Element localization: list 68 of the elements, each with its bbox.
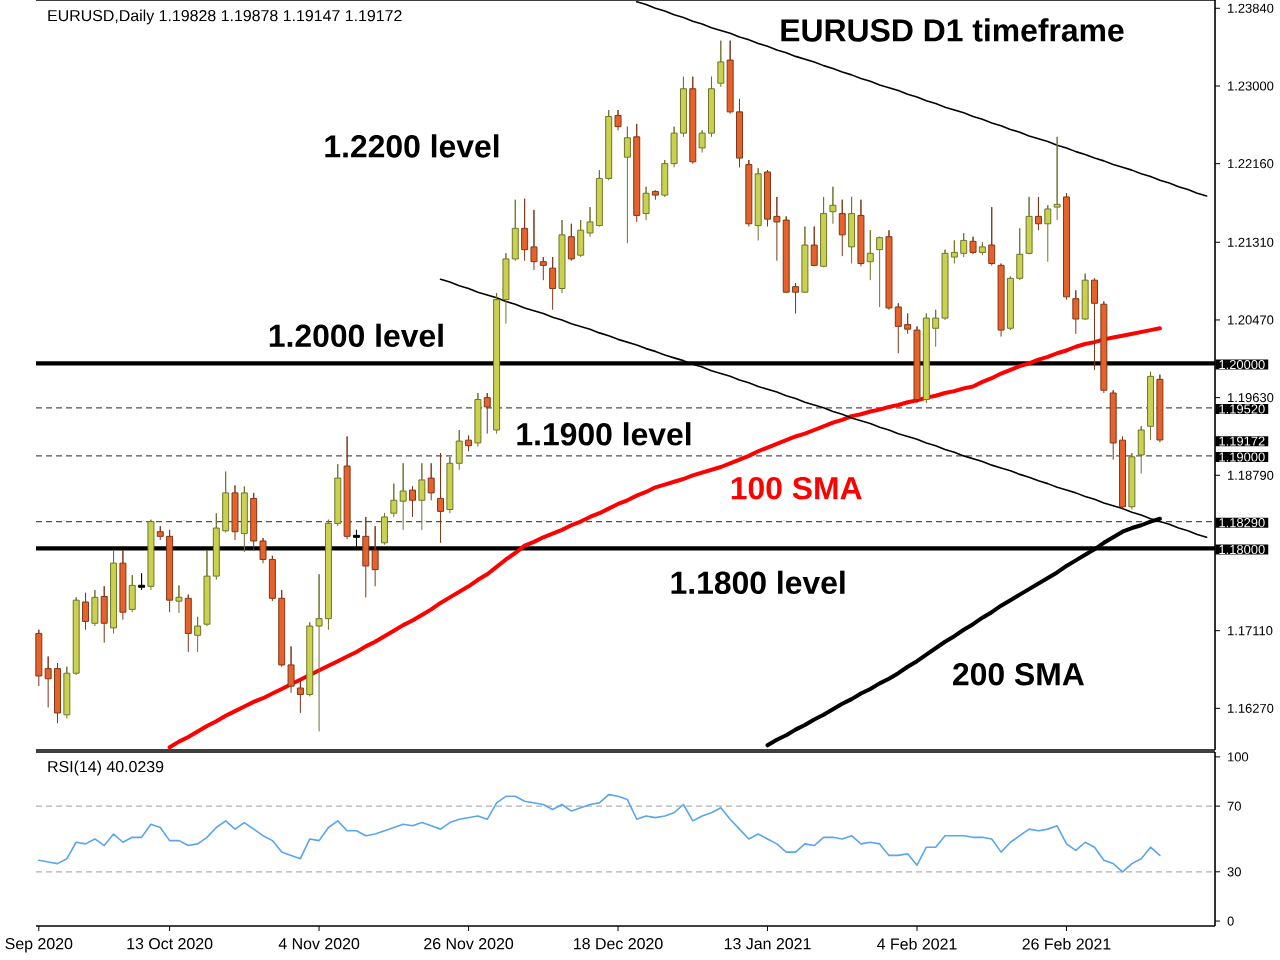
candlestick: [91, 589, 99, 627]
candlestick: [549, 256, 557, 311]
candlestick: [689, 76, 697, 165]
candlestick: [810, 226, 818, 267]
candlestick: [119, 549, 127, 621]
candlestick: [381, 512, 388, 546]
candlestick: [558, 219, 566, 294]
candlestick: [138, 572, 146, 591]
candlestick: [642, 186, 650, 221]
annotation: 1.2000 level: [269, 323, 443, 348]
candlestick: [147, 519, 155, 591]
candlestick: [1137, 425, 1145, 474]
candlestick: [1072, 289, 1080, 335]
candlestick: [876, 236, 884, 308]
candlestick: [296, 679, 304, 714]
candlestick: [997, 263, 1005, 338]
candlestick: [1128, 452, 1136, 511]
candlestick: [1025, 196, 1033, 255]
candlestick: [409, 485, 416, 518]
candlestick: [848, 196, 856, 265]
chart-title: EURUSD D1 timeframe: [781, 18, 1124, 42]
candlestick: [745, 159, 753, 228]
candlestick: [100, 585, 108, 644]
annotation: 1.1900 level: [517, 422, 691, 446]
candlestick: [1147, 371, 1155, 441]
candlestick: [82, 592, 90, 631]
candlestick: [128, 574, 136, 613]
candlestick: [465, 435, 473, 452]
candlestick: [1034, 196, 1042, 231]
candlestick: [717, 40, 725, 88]
candlestick: [474, 392, 482, 448]
candlestick: [623, 126, 631, 244]
annotation: 1.2200 level: [325, 134, 499, 158]
candlestick: [754, 167, 762, 241]
candlestick: [866, 229, 874, 281]
candlestick: [184, 594, 192, 653]
candlestick: [231, 484, 239, 541]
candlestick: [969, 236, 977, 255]
candlestick: [1062, 192, 1070, 301]
candlestick: [343, 435, 351, 540]
candlestick: [240, 485, 248, 553]
candlestick: [829, 186, 837, 225]
candlestick: [633, 123, 641, 223]
candlestick: [978, 241, 986, 256]
candlestick: [1044, 204, 1052, 263]
candlestick: [110, 549, 118, 634]
candlestick: [801, 226, 809, 294]
annotation: 1.1800 level: [671, 570, 845, 595]
candlestick: [567, 223, 575, 262]
candlestick: [1156, 374, 1164, 443]
candlestick: [1091, 277, 1098, 371]
candlestick: [651, 189, 659, 201]
candlestick: [194, 616, 202, 653]
candlestick: [1081, 273, 1089, 321]
candlestick: [483, 392, 491, 435]
candlestick: [614, 109, 622, 131]
candlestick: [175, 584, 183, 614]
candlestick: [1100, 300, 1108, 394]
candlestick: [820, 196, 828, 268]
candlestick: [1053, 136, 1061, 221]
series-label: 100 SMA: [731, 476, 862, 500]
candlestick: [988, 206, 996, 266]
candlestick: [437, 452, 445, 544]
candlestick: [857, 199, 865, 267]
series-label: 200 SMA: [953, 662, 1084, 686]
candlestick: [418, 462, 426, 531]
candlestick: [838, 199, 846, 257]
candlestick: [427, 462, 435, 501]
